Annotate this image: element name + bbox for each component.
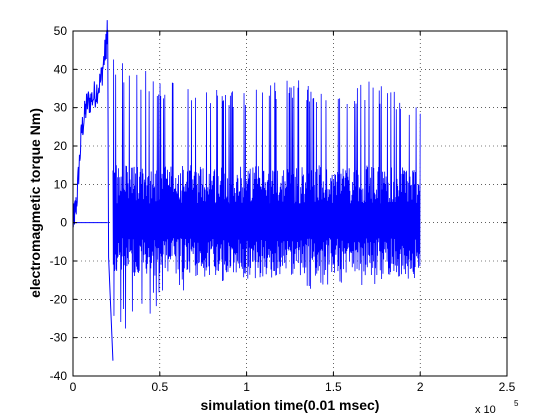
x-axis-label: simulation time(0.01 msec) [201, 397, 380, 413]
x-tick-label: 2 [417, 380, 424, 394]
x-axis-ticks: 0 0.5 1 1.5 2 2.5 [70, 31, 516, 394]
y-tick-label: -30 [50, 331, 68, 345]
x-tick-label: 1 [243, 380, 250, 394]
y-tick-label: -10 [50, 254, 68, 268]
y-tick-label: -40 [50, 369, 68, 383]
x-tick-label: 1.5 [325, 380, 342, 394]
y-tick-label: 0 [60, 216, 67, 230]
y-tick-label: -20 [50, 292, 68, 306]
series-oscillation [112, 59, 421, 329]
x-axis-multiplier-exponent: 5 [514, 399, 519, 408]
x-axis-multiplier: x 10 [475, 404, 496, 416]
y-tick-label: 20 [54, 139, 68, 153]
x-tick-label: 2.5 [499, 380, 516, 394]
plot-frame [72, 30, 508, 377]
y-axis-label: electromagmetic torque Nm) [27, 108, 43, 298]
y-axis-ticks: -40 -30 -20 -10 0 10 20 30 40 50 [50, 24, 507, 383]
x-tick-label: 0 [70, 380, 77, 394]
y-tick-label: 30 [54, 101, 68, 115]
y-tick-label: 10 [54, 177, 68, 191]
series-torque [72, 20, 421, 361]
series-startup-ramp [72, 20, 114, 361]
y-tick-label: 40 [54, 62, 68, 76]
y-tick-label: 50 [54, 24, 68, 38]
x-tick-label: 0.5 [151, 380, 168, 394]
